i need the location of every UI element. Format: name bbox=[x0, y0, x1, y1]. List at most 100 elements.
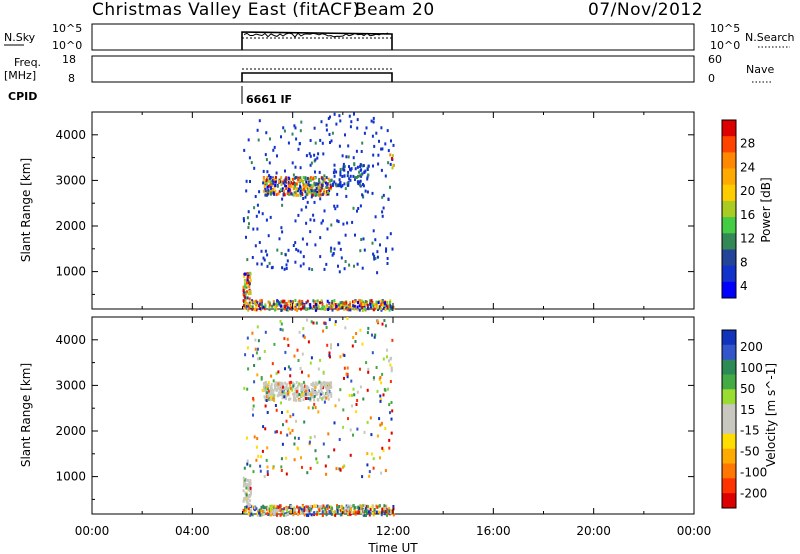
scatter-cell bbox=[323, 305, 326, 309]
scatter-cell bbox=[311, 268, 314, 271]
scatter-cell bbox=[297, 506, 300, 510]
scatter-cell bbox=[298, 142, 301, 146]
scatter-cell bbox=[285, 505, 288, 509]
scatter-cell bbox=[377, 308, 379, 311]
scatter-cell bbox=[279, 513, 282, 517]
scatter-cell bbox=[274, 381, 277, 385]
scatter-cell bbox=[265, 218, 268, 222]
scatter-cell bbox=[328, 192, 330, 196]
scatter-cell bbox=[361, 309, 364, 312]
scatter-cell bbox=[270, 186, 272, 190]
nsearch-label: N.Search bbox=[745, 31, 795, 44]
scatter-cell bbox=[370, 119, 373, 123]
scatter-cell bbox=[286, 337, 289, 341]
scatter-cell bbox=[327, 117, 330, 120]
scatter-cell bbox=[252, 354, 254, 358]
scatter-cell bbox=[274, 175, 277, 179]
scatter-cell bbox=[254, 308, 257, 312]
scatter-cell bbox=[264, 404, 267, 408]
scatter-cell bbox=[389, 304, 392, 308]
scatter-cell bbox=[276, 184, 279, 188]
scatter-cell bbox=[317, 367, 320, 371]
scatter-cell bbox=[380, 147, 383, 151]
scatter-cell bbox=[260, 376, 263, 379]
scatter-cell bbox=[380, 471, 383, 475]
scatter-cell bbox=[354, 167, 357, 171]
scatter-cell bbox=[359, 385, 362, 389]
scatter-cell bbox=[389, 299, 392, 303]
date-label: 07/Nov/2012 bbox=[588, 0, 703, 20]
scatter-cell bbox=[361, 305, 364, 309]
scatter-cell bbox=[285, 419, 288, 423]
scatter-cell bbox=[352, 433, 354, 437]
scatter-cell bbox=[322, 152, 325, 156]
scatter-cell bbox=[324, 381, 327, 385]
scatter-cell bbox=[332, 513, 335, 516]
scatter-cell bbox=[316, 188, 319, 192]
scatter-cell bbox=[300, 511, 303, 515]
scatter-cell bbox=[255, 308, 258, 312]
scatter-cell bbox=[306, 242, 309, 246]
scatter-cell bbox=[336, 505, 339, 509]
scatter-cell bbox=[348, 512, 351, 516]
scatter-cell bbox=[326, 186, 329, 190]
scatter-cell bbox=[324, 322, 327, 326]
scatter-cell bbox=[257, 339, 260, 343]
scatter-cell bbox=[357, 174, 359, 178]
x-tick-label: 00:00 bbox=[677, 524, 712, 538]
scatter-cell bbox=[392, 164, 395, 168]
scatter-cell bbox=[242, 291, 245, 295]
scatter-cell bbox=[318, 179, 320, 183]
scatter-cell bbox=[297, 189, 299, 193]
scatter-cell bbox=[343, 168, 346, 172]
scatter-cell bbox=[286, 433, 289, 437]
scatter-cell bbox=[266, 470, 269, 474]
scatter-cell bbox=[285, 187, 288, 190]
scatter-cell bbox=[311, 387, 313, 391]
scatter-cell bbox=[246, 387, 249, 391]
scatter-cell bbox=[301, 305, 304, 309]
scatter-cell bbox=[377, 162, 380, 166]
scatter-cell bbox=[316, 303, 319, 307]
scatter-cell bbox=[281, 189, 284, 193]
scatter-cell bbox=[361, 193, 364, 197]
scatter-cell bbox=[321, 510, 324, 514]
scatter-cell bbox=[321, 181, 324, 185]
scatter-cell bbox=[279, 319, 282, 323]
scatter-cell bbox=[354, 233, 356, 237]
scatter-cell bbox=[244, 480, 247, 484]
scatter-cell bbox=[268, 301, 271, 305]
scatter-cell bbox=[388, 507, 391, 511]
scatter-cell bbox=[259, 307, 262, 310]
scatter-cell bbox=[369, 416, 372, 420]
scatter-cell bbox=[388, 359, 390, 363]
scatter-cell bbox=[299, 506, 302, 510]
scatter-cell bbox=[263, 512, 265, 516]
scatter-cell bbox=[247, 226, 250, 229]
scatter-cell bbox=[347, 507, 350, 511]
scatter-cell bbox=[327, 385, 330, 389]
scatter-cell bbox=[286, 509, 288, 512]
scatter-cell bbox=[316, 512, 318, 516]
scatter-cell bbox=[365, 514, 367, 517]
scatter-cell bbox=[297, 305, 300, 309]
scatter-cell bbox=[308, 267, 311, 271]
scatter-cell bbox=[313, 513, 316, 517]
scatter-cell bbox=[293, 191, 296, 195]
scatter-cell bbox=[315, 457, 318, 461]
freq-tick-bottom: 8 bbox=[68, 72, 75, 85]
scatter-cell bbox=[246, 497, 249, 501]
scatter-cell bbox=[322, 396, 325, 400]
scatter-cell bbox=[335, 122, 338, 126]
scatter-cell bbox=[334, 303, 337, 306]
scatter-cell bbox=[361, 141, 364, 145]
scatter-cell bbox=[285, 513, 287, 517]
scatter-cell bbox=[363, 171, 366, 174]
scatter-cell bbox=[328, 351, 331, 355]
scatter-cell bbox=[343, 304, 346, 308]
scatter-cell bbox=[324, 384, 327, 388]
scatter-cell bbox=[356, 427, 359, 431]
x-tick-label: 04:00 bbox=[175, 524, 210, 538]
scatter-cell bbox=[355, 176, 358, 179]
scatter-cell bbox=[379, 394, 382, 398]
